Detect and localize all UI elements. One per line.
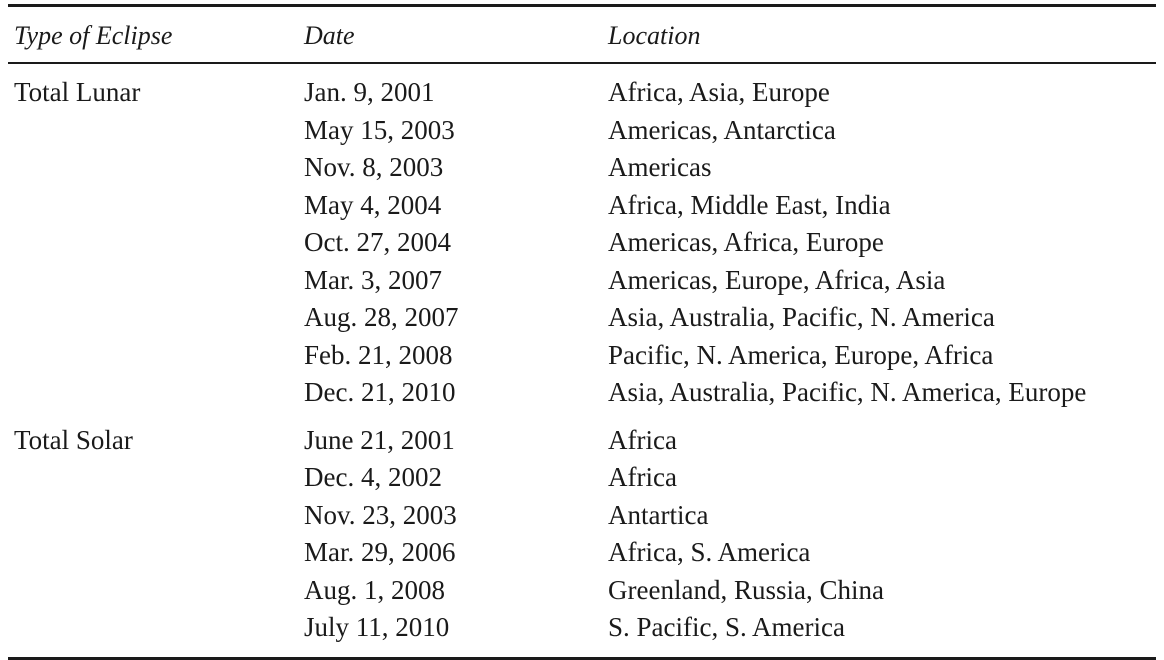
group-total-solar: Total Solar June 21, 2001 Africa Dec. 4,… [8, 412, 1156, 647]
date-cell: Nov. 8, 2003 [304, 152, 444, 182]
table-row: Dec. 21, 2010 Asia, Australia, Pacific, … [8, 374, 1156, 412]
table-row: Total Lunar Jan. 9, 2001 Africa, Asia, E… [8, 74, 1156, 112]
date-cell: Aug. 1, 2008 [304, 574, 445, 605]
date-cell: Dec. 4, 2002 [304, 462, 442, 492]
table-row: Total Solar June 21, 2001 Africa [8, 422, 1156, 460]
date-cell: Jan. 9, 2001 [304, 77, 435, 107]
location-cell: Africa [608, 424, 677, 455]
date-cell: June 21, 2001 [304, 424, 455, 455]
table-row: Mar. 29, 2006 Africa, S. America [8, 534, 1156, 572]
table-header-row: Type of Eclipse Date Location [8, 7, 1156, 62]
table-row: May 4, 2004 Africa, Middle East, India [8, 187, 1156, 225]
location-cell: Americas, Antarctica [608, 114, 836, 145]
location-cell: Asia, Australia, Pacific, N. America [608, 302, 995, 332]
date-cell: Oct. 27, 2004 [304, 227, 451, 257]
date-cell: May 15, 2003 [304, 114, 455, 145]
eclipse-type-label: Total Lunar [14, 77, 141, 107]
location-cell: Pacific, N. America, Europe, Africa [608, 339, 994, 370]
header-location: Location [608, 21, 701, 50]
header-type-of-eclipse: Type of Eclipse [14, 21, 173, 50]
group-total-lunar: Total Lunar Jan. 9, 2001 Africa, Asia, E… [8, 64, 1156, 412]
location-cell: Africa, Asia, Europe [608, 77, 830, 107]
location-cell: Greenland, Russia, China [608, 574, 884, 605]
date-cell: Dec. 21, 2010 [304, 377, 456, 407]
table-row: Mar. 3, 2007 Americas, Europe, Africa, A… [8, 262, 1156, 300]
date-cell: Feb. 21, 2008 [304, 339, 453, 370]
location-cell: Americas, Africa, Europe [608, 227, 884, 257]
header-date: Date [304, 21, 355, 50]
date-cell: Nov. 23, 2003 [304, 499, 457, 530]
table-row: Aug. 1, 2008 Greenland, Russia, China [8, 572, 1156, 610]
date-cell: July 11, 2010 [304, 612, 450, 642]
date-cell: Aug. 28, 2007 [304, 302, 459, 332]
location-cell: Africa, Middle East, India [608, 189, 891, 220]
table-row: Aug. 28, 2007 Asia, Australia, Pacific, … [8, 299, 1156, 337]
date-cell: May 4, 2004 [304, 189, 442, 220]
table-row: July 11, 2010 S. Pacific, S. America [8, 609, 1156, 647]
location-cell: Asia, Australia, Pacific, N. America, Eu… [608, 377, 1087, 407]
table-row: Dec. 4, 2002 Africa [8, 459, 1156, 497]
table-row: Nov. 23, 2003 Antartica [8, 497, 1156, 535]
table-row: Feb. 21, 2008 Pacific, N. America, Europ… [8, 337, 1156, 375]
eclipse-table: Type of Eclipse Date Location Total Luna… [8, 4, 1156, 660]
location-cell: Americas [608, 152, 712, 182]
location-cell: Africa, S. America [608, 537, 811, 567]
location-cell: Antartica [608, 499, 709, 530]
table-top-rule [8, 4, 1156, 7]
eclipse-type-label: Total Solar [14, 424, 133, 455]
header-rule [8, 62, 1156, 64]
location-cell: Africa [608, 462, 677, 492]
date-cell: Mar. 3, 2007 [304, 264, 442, 295]
table-row: May 15, 2003 Americas, Antarctica [8, 112, 1156, 150]
table-bottom-rule [8, 656, 1156, 660]
date-cell: Mar. 29, 2006 [304, 537, 456, 567]
table-row: Nov. 8, 2003 Americas [8, 149, 1156, 187]
table-row: Oct. 27, 2004 Americas, Africa, Europe [8, 224, 1156, 262]
location-cell: Americas, Europe, Africa, Asia [608, 264, 946, 295]
location-cell: S. Pacific, S. America [608, 612, 845, 642]
